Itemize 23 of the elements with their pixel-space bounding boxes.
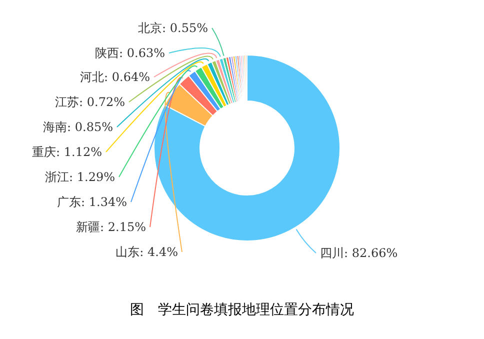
slice-label: 重庆 bbox=[32, 145, 56, 159]
data-label: : 0.85% bbox=[67, 120, 113, 134]
data-label: : 2.15% bbox=[100, 220, 146, 234]
slice-label: 广东 bbox=[57, 195, 82, 209]
slice-label: 浙江 bbox=[45, 170, 70, 184]
data-label: : 1.29% bbox=[69, 170, 115, 184]
data-label: : 0.72% bbox=[79, 95, 125, 109]
slice-label: 新疆 bbox=[76, 220, 100, 234]
text: 图 学生问卷填报地理位置分布情况 bbox=[130, 302, 354, 318]
data-label: : 4.4% bbox=[140, 245, 178, 259]
data-label: : 1.34% bbox=[81, 195, 127, 209]
slice-label: 河北 bbox=[80, 70, 104, 84]
slice-label: 江苏 bbox=[55, 95, 80, 109]
slice-label: 海南 bbox=[43, 120, 68, 134]
slice-label: 山东 bbox=[116, 245, 140, 259]
data-label: : 0.63% bbox=[119, 46, 165, 60]
slice-label: 北京 bbox=[138, 21, 162, 35]
data-label: : 1.12% bbox=[56, 145, 102, 159]
slice-label: 陕西 bbox=[95, 46, 120, 60]
data-label: : 0.55% bbox=[162, 21, 208, 35]
data-label: : 0.64% bbox=[104, 70, 150, 84]
slice-label: 四川 bbox=[320, 246, 344, 260]
data-label: : 82.66% bbox=[344, 246, 398, 260]
